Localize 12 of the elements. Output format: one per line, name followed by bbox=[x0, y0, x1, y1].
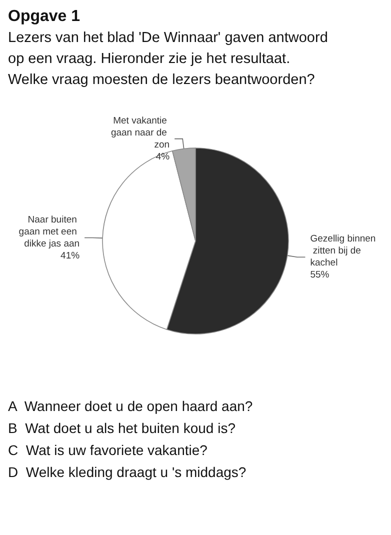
text: C Wat is uw favoriete vakantie? bbox=[8, 441, 208, 460]
data-label: 41% bbox=[60, 250, 80, 262]
slice-label: Naar buiten gaan met een dikke jas aan bbox=[18, 214, 80, 250]
slice-label: Met vakantie gaan naar de zon bbox=[110, 115, 170, 150]
data-label: 55% bbox=[310, 270, 330, 281]
text: D Welke kleding draagt u 's middags? bbox=[8, 463, 248, 482]
text: A Wanneer doet u de open haard aan? bbox=[8, 397, 254, 416]
data-label: 4% bbox=[156, 151, 170, 162]
text: B Wat doet u als het buiten koud is? bbox=[8, 419, 237, 438]
chart-subtitle: Lezers van het blad 'De Winnaar' gaven antwoord op een vraag. Hieronder zie je het resultaat. Welke vraag moesten de lezers beantwoorden? bbox=[8, 29, 329, 90]
slice-label: Gezellig binnen zitten bij de kachel bbox=[310, 234, 376, 269]
chart-title: Opgave 1 bbox=[8, 8, 82, 26]
